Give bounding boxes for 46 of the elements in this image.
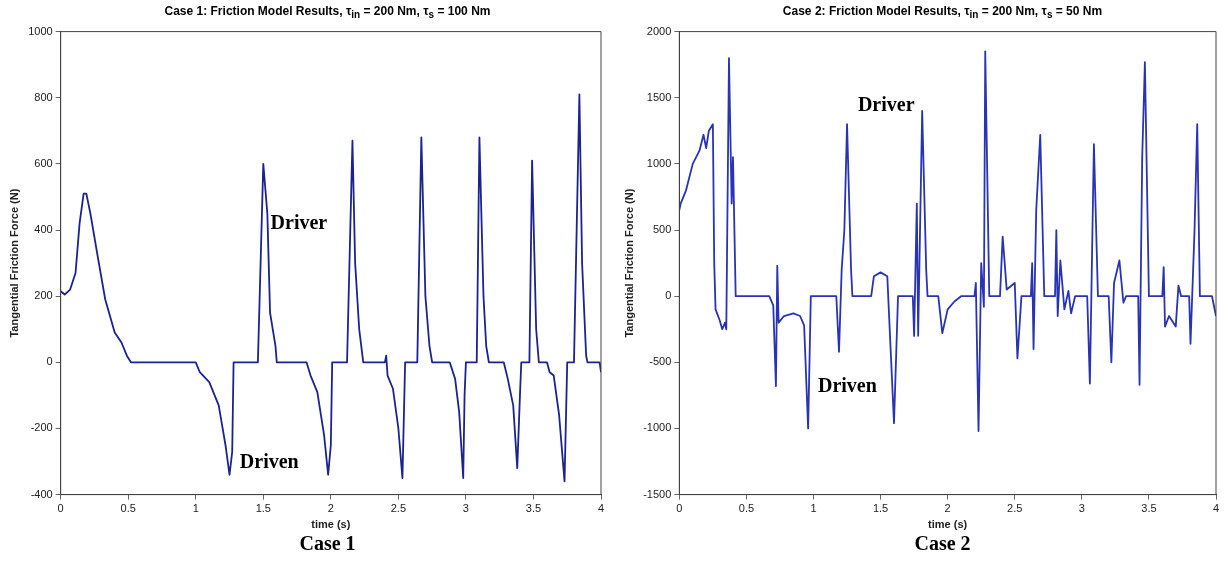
y-tick-label: -200 <box>30 421 53 434</box>
x-axis-title: time (s) <box>928 518 968 531</box>
x-tick-label: 0 <box>676 502 683 515</box>
y-tick-label: -500 <box>649 355 672 368</box>
y-tick-label: 800 <box>34 90 53 103</box>
x-tick-label: 3.5 <box>1141 502 1157 515</box>
x-tick-label: 4 <box>597 502 605 515</box>
annotation: Driven <box>817 373 877 397</box>
y-tick-label: 400 <box>34 223 53 236</box>
x-tick-label: 1 <box>192 502 199 515</box>
y-tick-label: 1000 <box>646 156 672 169</box>
y-tick-label: 2000 <box>646 24 672 37</box>
x-tick-label: 0 <box>57 502 64 515</box>
x-tick-label: 2.5 <box>390 502 407 515</box>
x-axis-title: time (s) <box>311 518 351 531</box>
chart-title: Case 2: Friction Model Results, τ$_{in}$ = 200 Nm, τ$_{s}$ = 50 Nm <box>781 4 1104 22</box>
x-tick-label: 2.5 <box>1007 502 1023 515</box>
x-tick-label: 3 <box>1078 502 1085 515</box>
y-axis-title: Tangential Friction Force (N) <box>7 188 20 338</box>
x-tick-label: 3.5 <box>525 502 542 515</box>
y-tick-label: 1000 <box>28 24 53 37</box>
text: Case 2 <box>913 532 972 555</box>
x-tick-label: 0.5 <box>738 502 755 515</box>
y-tick-label: -1000 <box>643 421 672 434</box>
x-tick-label: 4 <box>1212 502 1220 515</box>
x-tick-label: 1.5 <box>255 502 271 515</box>
y-tick-label: 500 <box>652 223 672 236</box>
y-tick-label: -400 <box>30 487 53 500</box>
x-tick-label: 0.5 <box>120 502 136 515</box>
y-tick-label: 0 <box>46 355 53 368</box>
x-tick-label: 1.5 <box>872 502 889 515</box>
y-tick-label: -1500 <box>643 487 672 500</box>
y-tick-label: 600 <box>34 156 53 169</box>
chart-title: Case 1: Friction Model Results, τ$_{in}$ = 200 Nm, τ$_{s}$ = 100 Nm <box>163 4 492 22</box>
text: Case 1 <box>298 532 357 555</box>
annotation: Driven <box>239 450 299 474</box>
x-tick-label: 2 <box>944 502 951 515</box>
y-axis-title: Tangential Friction Force (N) <box>622 188 635 338</box>
y-tick-label: 1500 <box>646 90 672 103</box>
y-tick-label: 0 <box>665 289 672 302</box>
annotation: Driver <box>270 210 328 234</box>
y-tick-label: 200 <box>34 289 53 302</box>
annotation: Driver <box>857 93 915 117</box>
x-tick-label: 2 <box>327 502 334 515</box>
x-tick-label: 3 <box>462 502 469 515</box>
x-tick-label: 1 <box>810 502 817 515</box>
